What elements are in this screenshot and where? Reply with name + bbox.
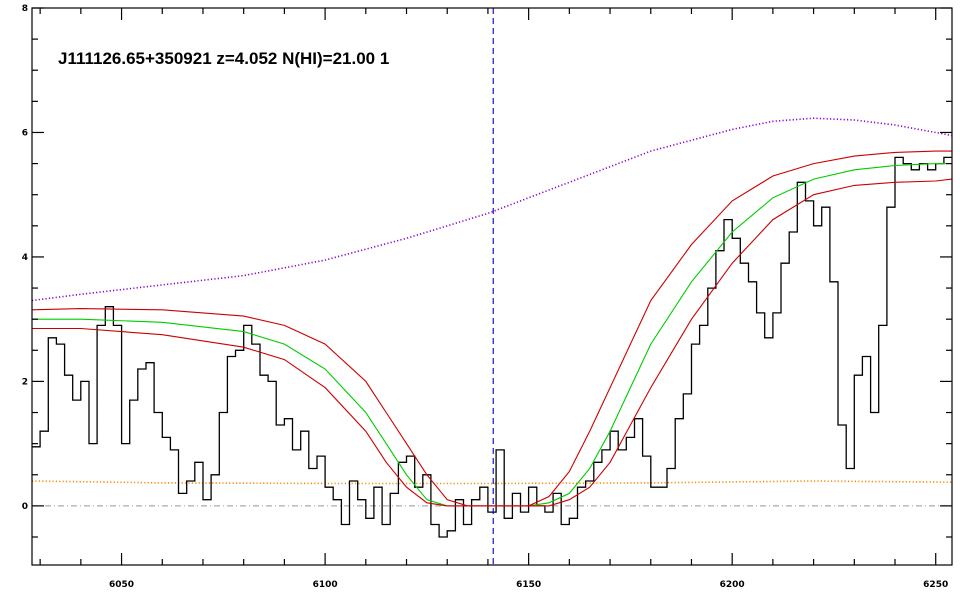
x-tick-label: 6250 bbox=[923, 580, 948, 590]
x-tick-label: 6200 bbox=[720, 580, 745, 590]
model-lower-line bbox=[32, 178, 952, 507]
axis-ticks: 6050 6100 6150 6200 6250 0 2 4 6 8 bbox=[22, 4, 952, 590]
error-spectrum-layer bbox=[32, 480, 952, 485]
plot-frame bbox=[31, 7, 953, 566]
error-line bbox=[32, 480, 952, 485]
flux-layer bbox=[32, 156, 952, 538]
flux-line bbox=[32, 156, 952, 538]
y-tick-label: 4 bbox=[22, 253, 28, 263]
model-layer bbox=[32, 150, 952, 507]
x-tick-label: 6150 bbox=[516, 580, 541, 590]
x-tick-label: 6050 bbox=[109, 580, 134, 590]
chart-title: J111126.65+350921 z=4.052 N(HI)=21.00 1 bbox=[58, 49, 389, 68]
continuum-layer bbox=[32, 117, 952, 302]
y-tick-label: 8 bbox=[22, 4, 28, 14]
y-tick-label: 0 bbox=[22, 502, 28, 512]
continuum-line bbox=[32, 117, 952, 302]
y-tick-label: 6 bbox=[22, 128, 28, 138]
y-tick-label: 2 bbox=[22, 377, 28, 387]
x-tick-label: 6100 bbox=[313, 580, 338, 590]
